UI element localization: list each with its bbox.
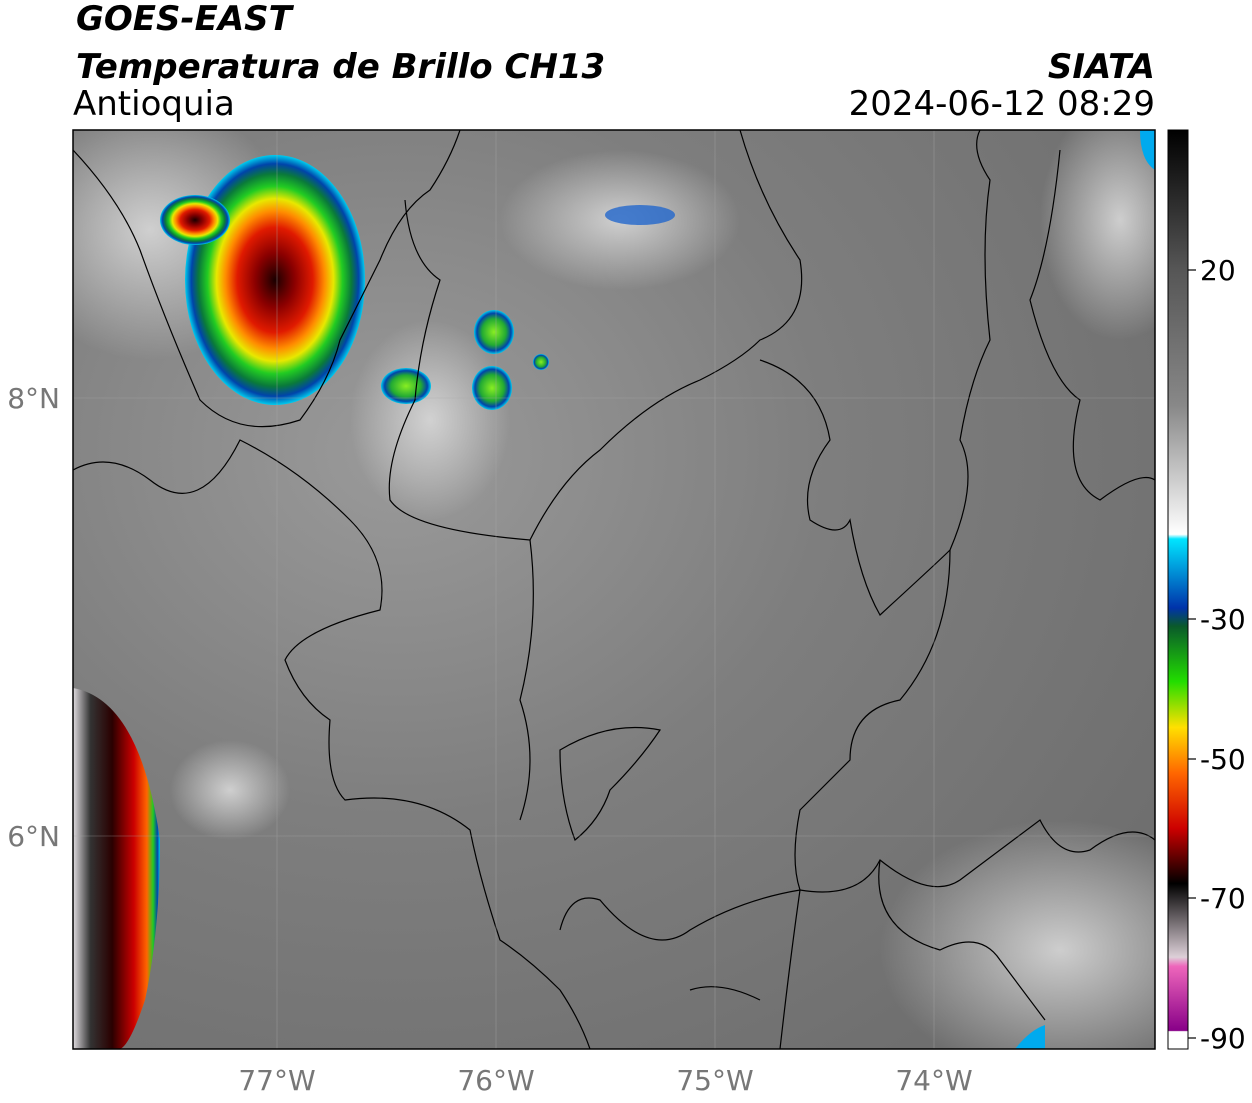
colorbar-tick-label: -70: [1200, 882, 1246, 915]
y-tick-label: 6°N: [7, 820, 60, 853]
x-tick-label: 76°W: [457, 1064, 534, 1097]
source: SIATA: [1048, 47, 1155, 87]
subtitle: Temperatura de Brillo CH13: [76, 47, 605, 87]
colorbar-tick-label: 20: [1200, 254, 1236, 287]
region: Antioquia: [73, 84, 235, 124]
title: GOES-EAST: [76, 0, 295, 39]
colorbar-tick-label: -50: [1200, 743, 1246, 776]
colorbar-tick-label: -30: [1200, 603, 1246, 636]
colorbar: [1167, 129, 1189, 1050]
colorbar-tick-label: -90: [1200, 1022, 1246, 1055]
x-tick-label: 75°W: [676, 1064, 753, 1097]
y-tick-label: 8°N: [7, 382, 60, 415]
datetime: 2024-06-12 08:29: [849, 84, 1155, 124]
x-tick-label: 74°W: [895, 1064, 972, 1097]
x-tick-label: 77°W: [238, 1064, 315, 1097]
map-frame: [72, 129, 1156, 1050]
map-image: [73, 130, 1155, 1049]
